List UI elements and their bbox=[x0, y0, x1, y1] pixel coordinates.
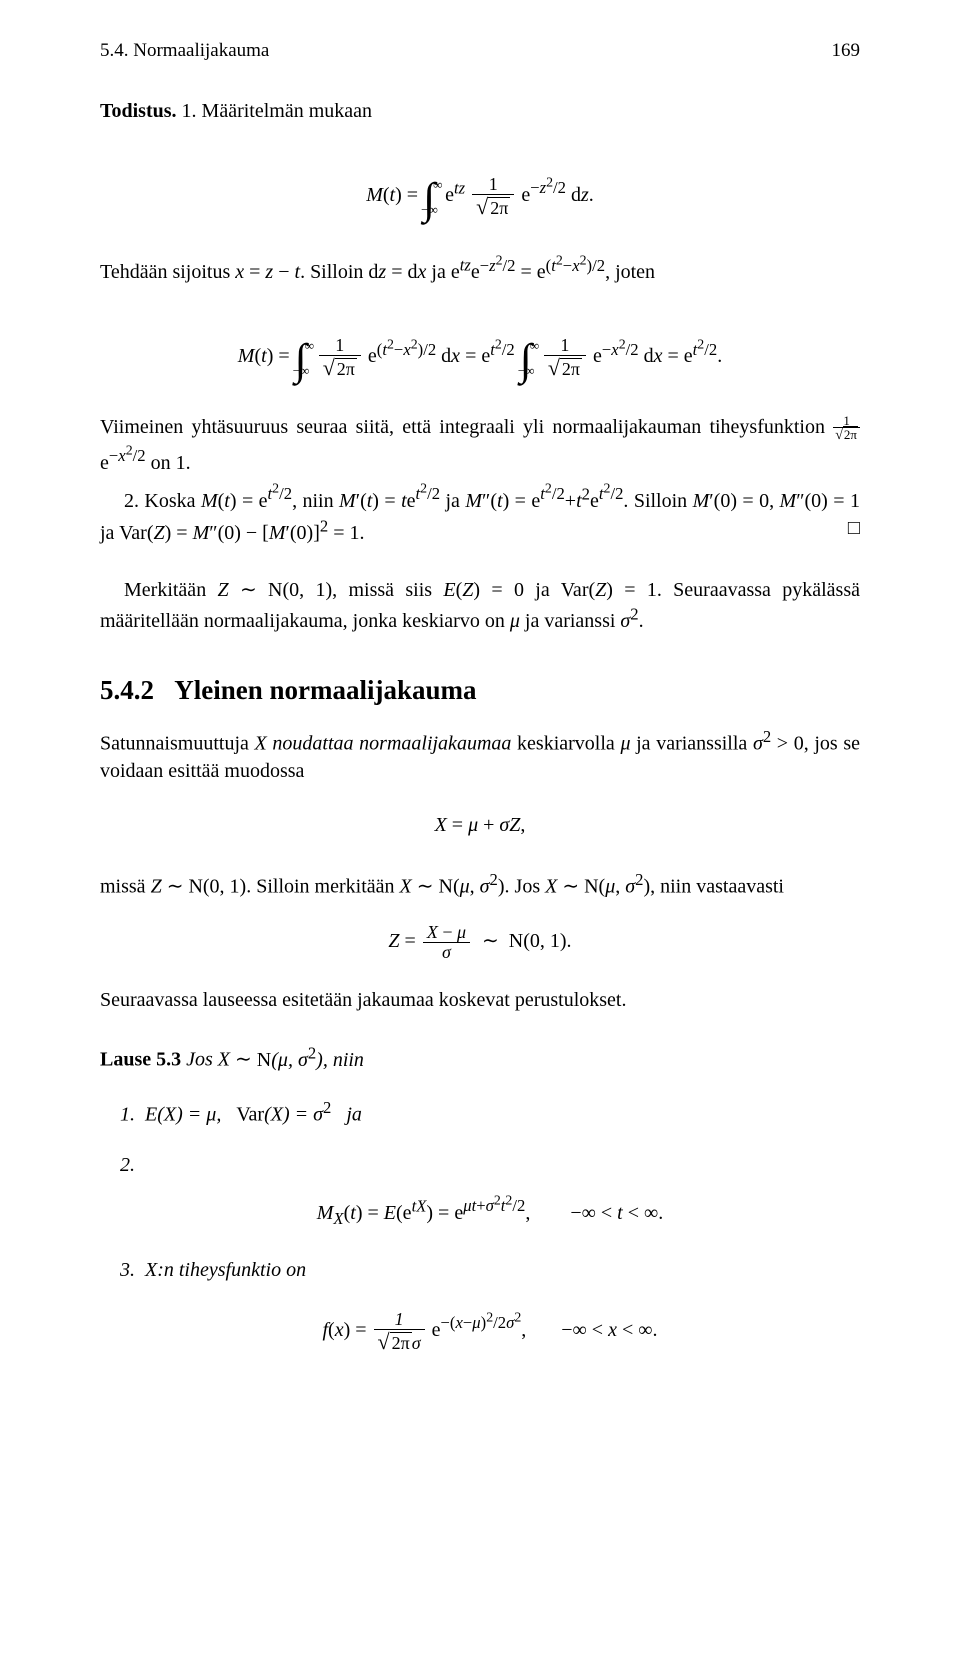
equation-x-mu-sigma-z: X = μ + σZ, bbox=[100, 807, 860, 843]
running-header: 5.4. Normaalijakauma 169 bbox=[100, 40, 860, 62]
section-heading: 5.4.2 Yleinen normaalijakauma bbox=[100, 675, 860, 706]
theorem-label: Lause 5.3 bbox=[100, 1049, 181, 1071]
standardization-text: missä Z ∼ N(0, 1). Silloin merkitään X ∼… bbox=[100, 869, 860, 901]
proof-derivatives-text: 2. Koska M(t) = et2/2, niin M′(t) = tet2… bbox=[100, 481, 860, 547]
equation-mgf-general: MX(t) = E(etX) = eμt+σ2t2/2, −∞ < t < ∞. bbox=[120, 1189, 860, 1234]
equation-mgf-integral: M(t) = ∫∞−∞ 1√2π e(t2−x2)/2 dx = et2/2 ∫… bbox=[100, 308, 860, 387]
notation-paragraph: Merkitään Z ∼ N(0, 1), missä siis E(Z) =… bbox=[100, 577, 860, 636]
header-section-label: 5.4. Normaalijakauma bbox=[100, 40, 269, 62]
theorem-items-list: 1. E(X) = μ, Var(X) = σ2 ja 2. MX(t) = E… bbox=[100, 1096, 860, 1353]
equation-density-general: f(x) = 1√2πσ e−(x−μ)2/2σ2, −∞ < x < ∞. bbox=[120, 1306, 860, 1353]
general-normal-definition: Satunnaismuuttuja X noudattaa normaalija… bbox=[100, 726, 860, 785]
equation-z-standardized: Z = X − μσ ∼ N(0, 1). bbox=[100, 923, 860, 962]
equation-mgf-definition: M(t) = ∫∞−∞ etz 1√2π e−z2/2 dz. bbox=[100, 147, 860, 226]
proof-density-integral-text: Viimeinen yhtäsuuruus seuraa siitä, että… bbox=[100, 414, 860, 477]
qed-box-icon: □ bbox=[848, 515, 860, 542]
notation-text: Merkitään Z ∼ N(0, 1), missä siis E(Z) =… bbox=[100, 579, 860, 633]
proof-part2-text: 2. Koska M(t) = et2/2, niin M′(t) = tet2… bbox=[100, 490, 860, 544]
proof-opening-text: 1. Määritelmän mukaan bbox=[177, 100, 373, 122]
header-page-number: 169 bbox=[832, 40, 861, 62]
theorem-hypothesis: Jos X ∼ N(μ, σ2), niin bbox=[181, 1049, 364, 1071]
theorem-intro-text: Seuraavassa lauseessa esitetään jakaumaa… bbox=[100, 987, 860, 1014]
proof-substitution-text: Tehdään sijoitus x = z − t. Silloin dz =… bbox=[100, 252, 860, 286]
theorem-item-3-text: 3. X:n tiheysfunktio on bbox=[120, 1259, 306, 1281]
theorem-item-2: 2. MX(t) = E(etX) = eμt+σ2t2/2, −∞ < t <… bbox=[120, 1151, 860, 1234]
section-number: 5.4.2 bbox=[100, 675, 154, 705]
theorem-item-3: 3. X:n tiheysfunktio on f(x) = 1√2πσ e−(… bbox=[120, 1256, 860, 1353]
proof-label: Todistus. bbox=[100, 100, 177, 122]
section-title-text: Yleinen normaalijakauma bbox=[174, 675, 476, 705]
theorem-item-2-label: 2. bbox=[120, 1154, 135, 1176]
theorem-item-1: 1. E(X) = μ, Var(X) = σ2 ja bbox=[120, 1096, 860, 1129]
proof-opening: Todistus. 1. Määritelmän mukaan bbox=[100, 98, 860, 125]
page: 5.4. Normaalijakauma 169 Todistus. 1. Mä… bbox=[0, 0, 960, 1679]
theorem-statement: Lause 5.3 Jos X ∼ N(μ, σ2), niin bbox=[100, 1042, 860, 1074]
